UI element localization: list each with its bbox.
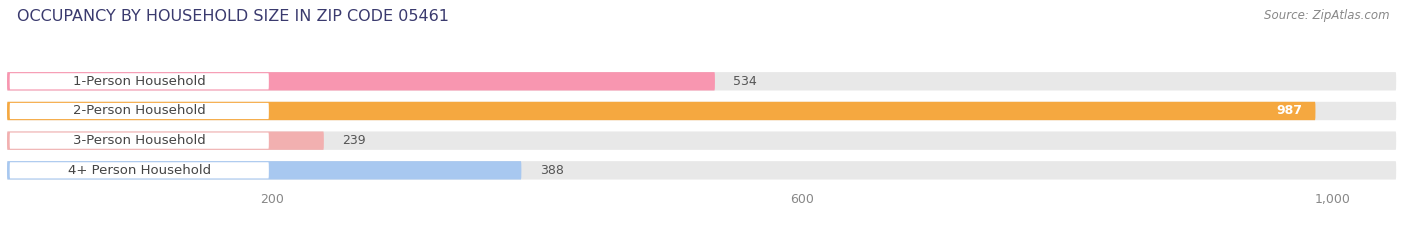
Text: 388: 388 <box>540 164 564 177</box>
FancyBboxPatch shape <box>10 73 269 89</box>
Text: 987: 987 <box>1277 104 1302 117</box>
FancyBboxPatch shape <box>7 161 522 180</box>
FancyBboxPatch shape <box>7 161 1396 180</box>
Text: 534: 534 <box>734 75 758 88</box>
Text: 239: 239 <box>343 134 366 147</box>
FancyBboxPatch shape <box>10 162 269 178</box>
Text: 4+ Person Household: 4+ Person Household <box>67 164 211 177</box>
Text: 1-Person Household: 1-Person Household <box>73 75 205 88</box>
FancyBboxPatch shape <box>7 102 1316 120</box>
FancyBboxPatch shape <box>7 102 1396 120</box>
FancyBboxPatch shape <box>7 131 1396 150</box>
FancyBboxPatch shape <box>7 72 714 90</box>
FancyBboxPatch shape <box>7 131 323 150</box>
Text: OCCUPANCY BY HOUSEHOLD SIZE IN ZIP CODE 05461: OCCUPANCY BY HOUSEHOLD SIZE IN ZIP CODE … <box>17 9 449 24</box>
Text: Source: ZipAtlas.com: Source: ZipAtlas.com <box>1264 9 1389 22</box>
Text: 3-Person Household: 3-Person Household <box>73 134 205 147</box>
FancyBboxPatch shape <box>10 103 269 119</box>
FancyBboxPatch shape <box>7 72 1396 90</box>
FancyBboxPatch shape <box>10 133 269 149</box>
Text: 2-Person Household: 2-Person Household <box>73 104 205 117</box>
